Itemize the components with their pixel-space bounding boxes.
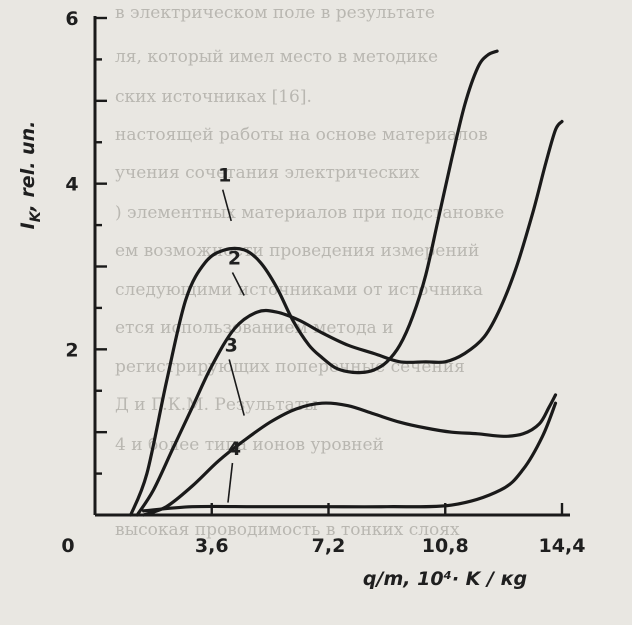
x-tick-label: 10,8 — [422, 535, 469, 557]
background-text-line: следующими источниками от источника — [115, 280, 483, 300]
background-text-line: ем возможности проведения измерений — [115, 241, 479, 261]
y-tick-label: 2 — [65, 339, 78, 361]
x-tick-label: 0 — [61, 535, 74, 557]
y-axis-title-subscript: K — [28, 210, 44, 222]
y-axis-title-symbol: I — [17, 222, 39, 229]
background-text-line: в электрическом поле в результате — [115, 3, 435, 23]
curve-3 — [142, 393, 558, 517]
curve-labels: 1 2 3 4 — [218, 165, 245, 503]
background-text-line: настоящей работы на основе материалов — [115, 125, 488, 145]
background-text-line: учения сочетания электрических — [115, 163, 420, 183]
axes: 0 3,6 7,2 10,8 14,4 2 4 6 — [61, 8, 585, 557]
background-text-line: ля, который имел место в методике — [115, 47, 438, 67]
y-tick-label: 4 — [65, 174, 78, 196]
background-text-line: регистрирующих поперечные сечения — [115, 357, 465, 377]
curve-label-leader — [231, 272, 245, 296]
background-text-line: ется использованием метода и — [115, 318, 393, 338]
curve-label-leader — [228, 359, 245, 416]
curve-label-leader — [227, 462, 234, 503]
y-tick-label: 6 — [65, 8, 78, 30]
y-axis-title-units: , rel. un. — [17, 121, 39, 213]
background-text-line: ских источниках [16]. — [115, 87, 312, 107]
x-tick-label: 7,2 — [312, 535, 346, 557]
x-axis-title: q/m, 10⁴· K / кg — [363, 568, 527, 590]
curve-label-4: 4 — [228, 438, 241, 460]
x-tick-label: 14,4 — [539, 535, 586, 557]
background-text-line: ) элементных материалов при подстановке — [115, 203, 504, 223]
background-text-line: 4 и более типа ионов уровней — [115, 435, 384, 455]
x-tick-label: 3,6 — [195, 535, 229, 557]
curve-label-3: 3 — [225, 334, 238, 356]
curve-4 — [142, 401, 558, 513]
background-text-line: Д и Г.К.М. Результаты — [115, 395, 318, 415]
y-axis-title: IK, rel. un. — [17, 121, 44, 230]
curve-label-2: 2 — [228, 248, 241, 270]
curve-label-leader — [221, 189, 232, 222]
axis-titles: q/m, 10⁴· K / кg IK, rel. un. — [17, 121, 527, 590]
curve-2 — [135, 119, 564, 517]
background-text-line: высокая проводимость в тонких слоях — [115, 520, 460, 540]
background-text-layer: в электрическом поле в результате ля, кот… — [115, 3, 504, 540]
curve-1 — [129, 49, 499, 517]
curve-label-1: 1 — [218, 165, 231, 187]
curves — [129, 49, 564, 517]
